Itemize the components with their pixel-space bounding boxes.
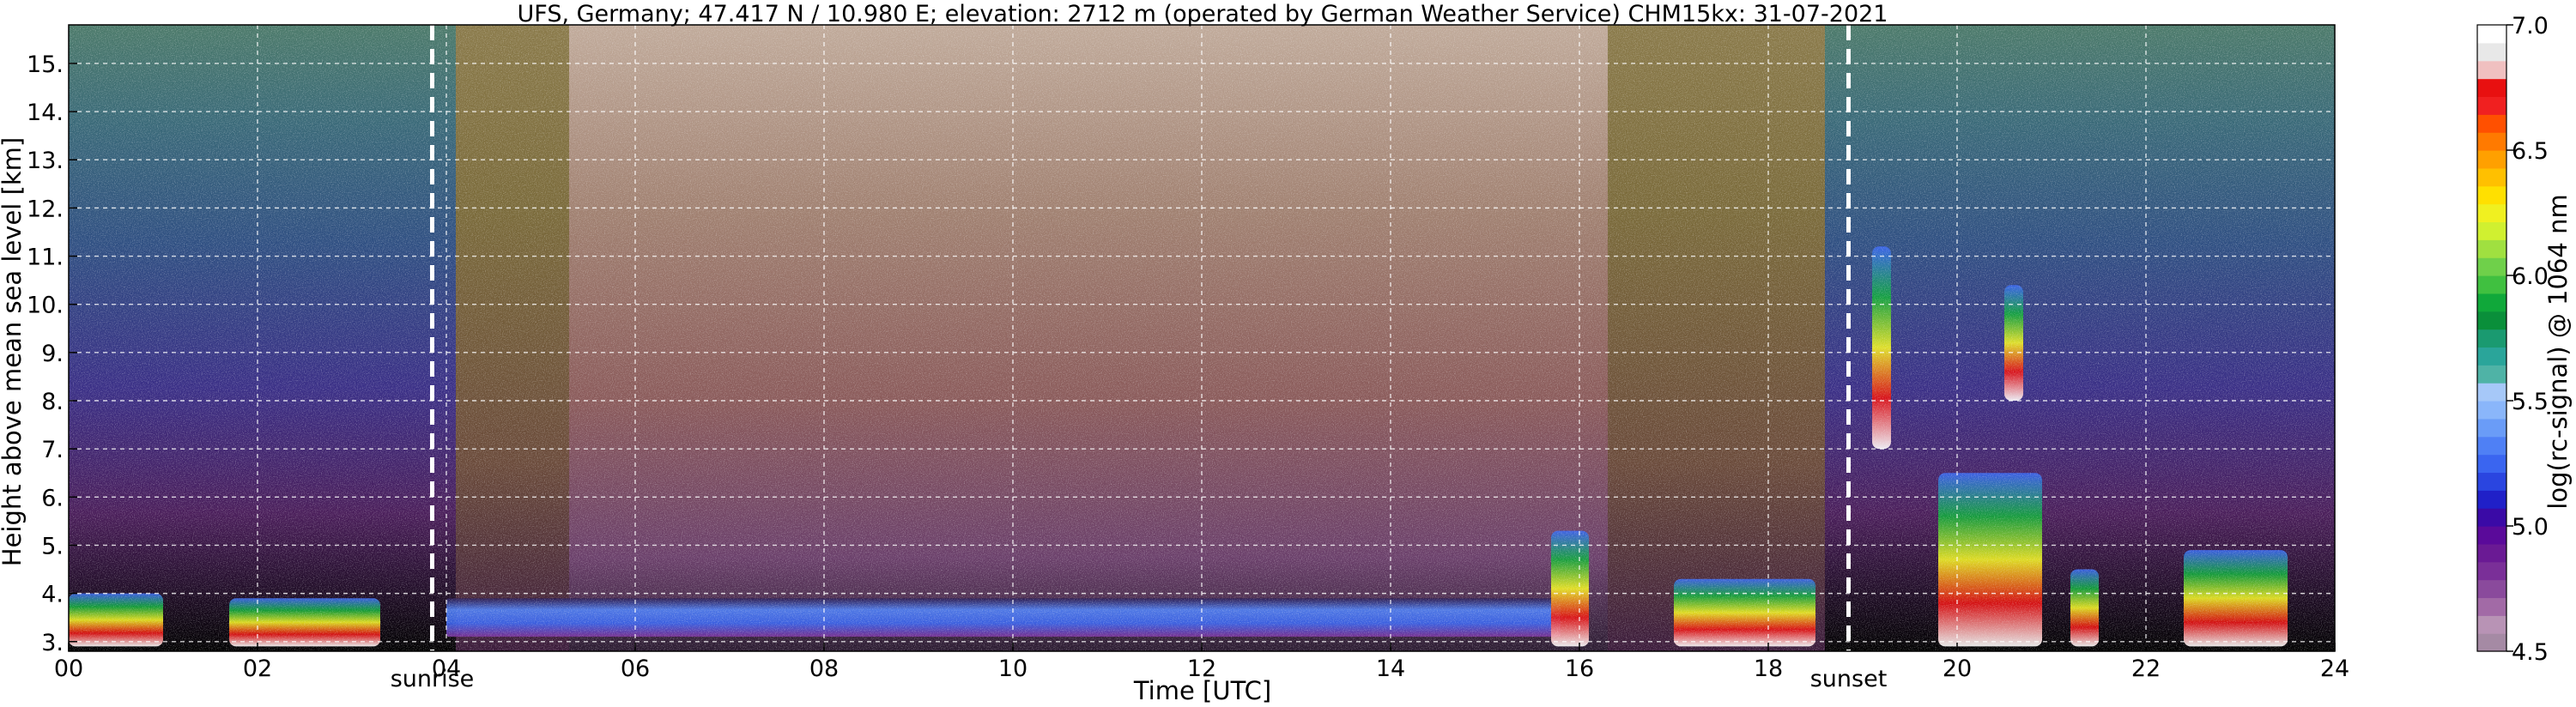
y-axis-label: Height above mean sea level [km] bbox=[0, 137, 27, 566]
y-tick-label: 6. bbox=[41, 485, 64, 511]
colorbar-segment bbox=[2477, 347, 2506, 366]
colorbar-segment bbox=[2477, 78, 2506, 98]
colorbar: 4.5 5.0 5.5 6.0 6.5 7.0 log(rc-signal) @ 1064… bbox=[2476, 13, 2573, 666]
chart-title: UFS, Germany; 47.417 N / 10.980 E; eleva… bbox=[518, 1, 1888, 27]
colorbar-segment bbox=[2477, 150, 2506, 169]
y-axis-ticks: 3. 4. 5. 6. 7. 8. 9. 10. 11. 12. 13. 14. 15. bbox=[27, 51, 77, 656]
colorbar-segment bbox=[2477, 311, 2506, 330]
colorbar-label: log(rc-signal) @ 1064 nm bbox=[2543, 194, 2573, 509]
colorbar-segment bbox=[2477, 561, 2506, 581]
x-tick-label: 16 bbox=[1565, 656, 1594, 682]
colorbar-segment bbox=[2477, 221, 2506, 240]
colorbar-segment bbox=[2477, 579, 2506, 599]
y-tick-label: 7. bbox=[41, 437, 64, 463]
colorbar-segment bbox=[2477, 329, 2506, 348]
x-tick-label: 00 bbox=[54, 656, 83, 682]
colorbar-segment bbox=[2477, 365, 2506, 384]
colorbar-frame bbox=[2476, 24, 2507, 652]
colorbar-segment bbox=[2477, 401, 2506, 420]
colorbar-segment bbox=[2477, 454, 2506, 474]
colorbar-segment bbox=[2477, 418, 2506, 438]
colorbar-segment bbox=[2477, 257, 2506, 276]
colorbar-segment bbox=[2477, 42, 2506, 62]
colorbar-tick-label: 6.5 bbox=[2512, 138, 2549, 165]
colorbar-segment bbox=[2477, 436, 2506, 456]
colorbar-tick-label: 5.0 bbox=[2512, 514, 2549, 541]
x-tick-label: 10 bbox=[998, 656, 1027, 682]
x-tick-label: 12 bbox=[1187, 656, 1216, 682]
colorbar-segment bbox=[2477, 203, 2506, 223]
colorbar-tick-label: 5.5 bbox=[2512, 389, 2549, 415]
y-tick-label: 13. bbox=[27, 148, 64, 174]
sunset-label: sunset bbox=[1810, 666, 1888, 692]
colorbar-segment bbox=[2477, 167, 2506, 187]
y-tick-label: 3. bbox=[41, 630, 64, 656]
colorbar-ticks: 4.5 5.0 5.5 6.0 6.5 7.0 bbox=[2506, 13, 2549, 666]
colorbar-segment bbox=[2477, 96, 2506, 115]
x-tick-label: 18 bbox=[1754, 656, 1783, 682]
x-axis-label: Time [UTC] bbox=[1133, 676, 1271, 705]
sun-event-lines: sunrise sunset bbox=[391, 25, 1888, 692]
x-tick-label: 08 bbox=[809, 656, 839, 682]
x-tick-label: 24 bbox=[2320, 656, 2349, 682]
colorbar-segment bbox=[2477, 132, 2506, 151]
colorbar-segment bbox=[2477, 185, 2506, 205]
y-tick-label: 10. bbox=[27, 293, 64, 319]
colorbar-segment bbox=[2477, 239, 2506, 258]
x-tick-label: 04 bbox=[432, 656, 461, 682]
colorbar-segment bbox=[2477, 543, 2506, 563]
y-tick-label: 12. bbox=[27, 196, 64, 222]
colorbar-segment bbox=[2477, 615, 2506, 634]
colorbar-segment bbox=[2477, 293, 2506, 312]
colorbar-segment bbox=[2477, 526, 2506, 545]
grid-lines bbox=[69, 25, 2335, 651]
colorbar-segment bbox=[2477, 472, 2506, 491]
x-tick-label: 20 bbox=[1943, 656, 1972, 682]
y-tick-label: 5. bbox=[41, 533, 64, 559]
colorbar-tick-label: 7.0 bbox=[2512, 13, 2549, 39]
colorbar-segment bbox=[2477, 114, 2506, 133]
y-tick-label: 4. bbox=[41, 582, 64, 608]
colorbar-segment bbox=[2477, 383, 2506, 402]
x-axis-ticks: 00 02 04 06 08 10 12 14 16 18 20 22 24 bbox=[54, 643, 2349, 682]
colorbar-tick-label: 6.0 bbox=[2512, 263, 2549, 290]
y-tick-label: 8. bbox=[41, 389, 64, 415]
x-tick-label: 14 bbox=[1376, 656, 1405, 682]
sunrise-label: sunrise bbox=[391, 666, 475, 692]
x-tick-label: 02 bbox=[243, 656, 272, 682]
colorbar-segment bbox=[2477, 597, 2506, 616]
colorbar-segments bbox=[2477, 25, 2506, 652]
colorbar-segment bbox=[2477, 633, 2506, 652]
colorbar-segment bbox=[2477, 60, 2506, 80]
y-tick-label: 14. bbox=[27, 100, 64, 126]
y-tick-label: 11. bbox=[27, 245, 64, 271]
colorbar-segment bbox=[2477, 508, 2506, 527]
x-tick-label: 06 bbox=[621, 656, 650, 682]
colorbar-tick-label: 4.5 bbox=[2512, 639, 2549, 666]
y-tick-label: 9. bbox=[41, 341, 64, 367]
x-tick-label: 22 bbox=[2131, 656, 2161, 682]
colorbar-segment bbox=[2477, 25, 2506, 44]
colorbar-segment bbox=[2477, 490, 2506, 509]
y-tick-label: 15. bbox=[27, 51, 64, 78]
colorbar-segment bbox=[2477, 275, 2506, 294]
